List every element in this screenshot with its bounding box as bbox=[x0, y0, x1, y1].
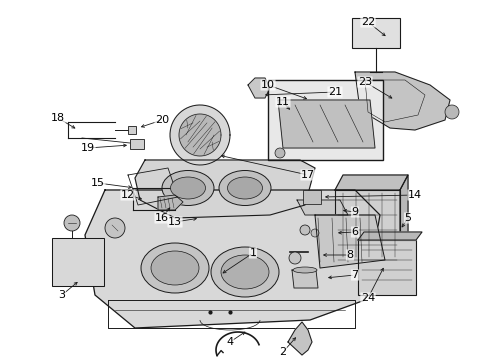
Polygon shape bbox=[334, 175, 407, 190]
Polygon shape bbox=[247, 78, 269, 98]
Text: 18: 18 bbox=[51, 113, 65, 123]
Polygon shape bbox=[357, 232, 421, 240]
Circle shape bbox=[310, 229, 318, 237]
Polygon shape bbox=[287, 322, 311, 355]
Circle shape bbox=[64, 215, 80, 231]
Bar bbox=[128, 126, 136, 134]
Ellipse shape bbox=[162, 171, 214, 206]
Text: 20: 20 bbox=[155, 115, 169, 125]
Circle shape bbox=[299, 225, 309, 235]
Text: 17: 17 bbox=[300, 170, 314, 180]
Ellipse shape bbox=[219, 171, 270, 206]
Text: 6: 6 bbox=[351, 227, 358, 237]
Text: 23: 23 bbox=[357, 77, 371, 87]
Polygon shape bbox=[354, 72, 449, 130]
Bar bbox=[357, 240, 415, 295]
Polygon shape bbox=[85, 190, 379, 328]
Polygon shape bbox=[278, 100, 374, 148]
Bar bbox=[351, 18, 399, 48]
Circle shape bbox=[105, 218, 125, 238]
Circle shape bbox=[444, 105, 458, 119]
Text: 10: 10 bbox=[261, 80, 274, 90]
Ellipse shape bbox=[227, 177, 262, 199]
Text: 24: 24 bbox=[360, 293, 374, 303]
Text: 13: 13 bbox=[168, 217, 182, 227]
Text: 15: 15 bbox=[91, 178, 105, 188]
Ellipse shape bbox=[210, 247, 279, 297]
Polygon shape bbox=[158, 195, 183, 210]
Text: 14: 14 bbox=[407, 190, 421, 200]
Text: 12: 12 bbox=[121, 190, 135, 200]
Bar bbox=[52, 238, 104, 286]
Circle shape bbox=[288, 252, 301, 264]
Ellipse shape bbox=[292, 267, 316, 273]
Text: 1: 1 bbox=[249, 248, 256, 258]
Text: 21: 21 bbox=[327, 87, 342, 97]
Polygon shape bbox=[179, 114, 221, 156]
Bar bbox=[267, 80, 382, 160]
Text: 4: 4 bbox=[226, 337, 233, 347]
Polygon shape bbox=[135, 160, 314, 218]
Bar bbox=[303, 190, 320, 204]
Text: 2: 2 bbox=[279, 347, 286, 357]
Text: 19: 19 bbox=[81, 143, 95, 153]
Text: 8: 8 bbox=[346, 250, 353, 260]
Polygon shape bbox=[291, 270, 317, 288]
Polygon shape bbox=[314, 215, 384, 268]
Text: 5: 5 bbox=[404, 213, 411, 223]
Text: 22: 22 bbox=[360, 17, 374, 27]
Text: 9: 9 bbox=[351, 207, 358, 217]
Circle shape bbox=[274, 148, 285, 158]
Polygon shape bbox=[399, 175, 407, 260]
Polygon shape bbox=[296, 200, 347, 215]
Text: 3: 3 bbox=[59, 290, 65, 300]
Ellipse shape bbox=[170, 177, 205, 199]
Ellipse shape bbox=[151, 251, 199, 285]
Ellipse shape bbox=[221, 255, 268, 289]
Text: 11: 11 bbox=[275, 97, 289, 107]
Ellipse shape bbox=[141, 243, 208, 293]
Text: 16: 16 bbox=[155, 213, 169, 223]
Text: 7: 7 bbox=[351, 270, 358, 280]
Polygon shape bbox=[170, 105, 229, 165]
Polygon shape bbox=[334, 190, 399, 260]
Bar bbox=[130, 139, 143, 149]
